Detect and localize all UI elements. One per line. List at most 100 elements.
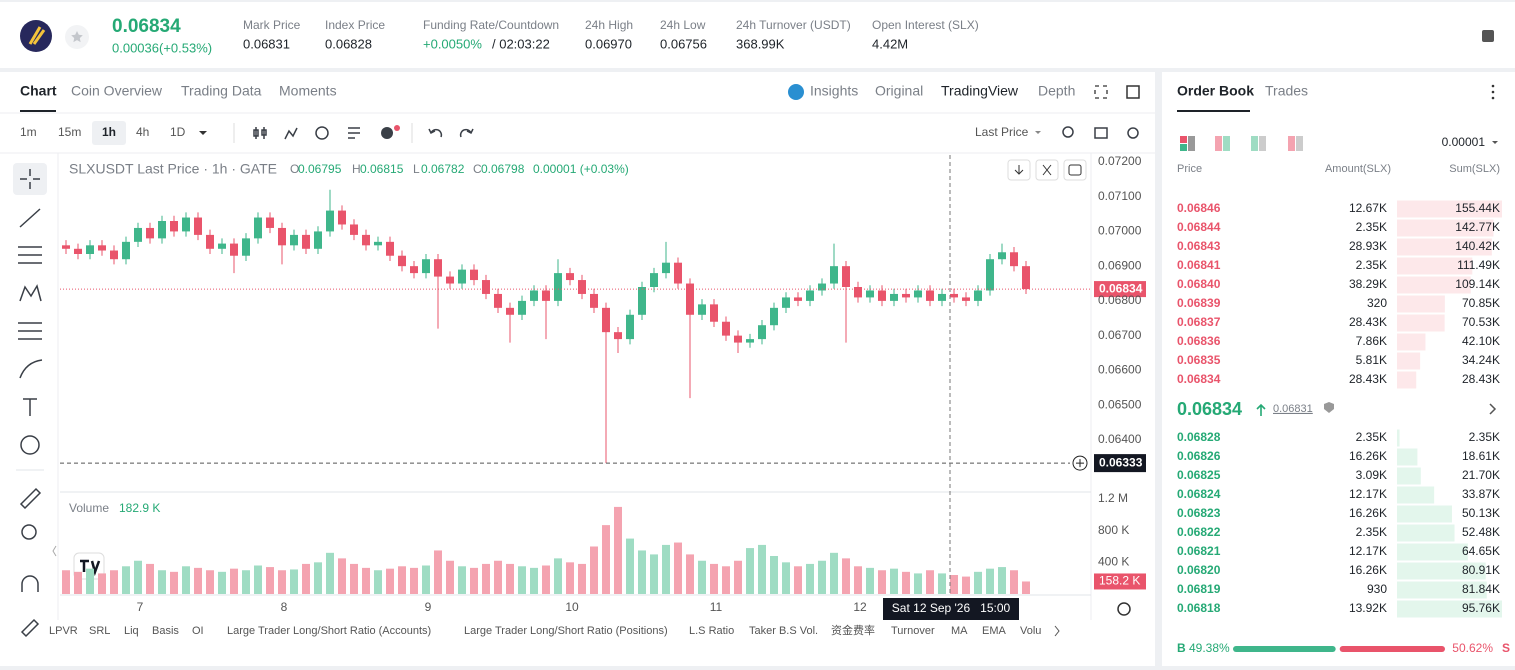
view-icon[interactable]: [1180, 136, 1187, 143]
indicator-icon[interactable]: [284, 127, 298, 140]
book-price[interactable]: 0.06821: [1177, 544, 1221, 558]
pencil-tool[interactable]: [20, 618, 40, 638]
price-type-select[interactable]: Last Price: [975, 125, 1029, 139]
legend-key: H: [352, 162, 361, 176]
indicator-tab[interactable]: SRL: [89, 625, 110, 637]
interval[interactable]: 1D: [170, 125, 186, 139]
indicator-tab[interactable]: Turnover: [891, 625, 935, 637]
view-icon[interactable]: [1251, 136, 1258, 151]
brush-tool[interactable]: [19, 359, 43, 379]
book-price[interactable]: 0.06846: [1177, 201, 1221, 215]
collapse-arrow[interactable]: [52, 545, 57, 557]
indicator-tab[interactable]: Basis: [152, 625, 179, 637]
stat-value: 4.42M: [872, 36, 908, 51]
depth-bar: [1397, 467, 1421, 485]
book-price[interactable]: 0.06823: [1177, 506, 1221, 520]
pattern-tool[interactable]: [19, 284, 42, 302]
book-price[interactable]: 0.06822: [1177, 525, 1221, 539]
book-price[interactable]: 0.06840: [1177, 277, 1221, 291]
chevron[interactable]: [1489, 403, 1497, 415]
add-icon[interactable]: [381, 127, 393, 139]
book-price[interactable]: 0.06826: [1177, 449, 1221, 463]
chart-tab[interactable]: Trading Data: [181, 83, 262, 99]
template-icon[interactable]: [348, 127, 360, 139]
header-menu-icon[interactable]: [1482, 30, 1494, 42]
book-price[interactable]: 0.06841: [1177, 258, 1221, 272]
book-price[interactable]: 0.06836: [1177, 334, 1221, 348]
search-icon[interactable]: [1062, 126, 1074, 138]
emoji-tool[interactable]: [20, 435, 40, 455]
text-tool[interactable]: [23, 398, 37, 416]
snapshot-icon[interactable]: [1094, 127, 1108, 139]
book-tab[interactable]: Trades: [1265, 83, 1308, 99]
line-tool[interactable]: [19, 208, 41, 228]
view-option[interactable]: Original: [875, 83, 923, 99]
indicator-tab[interactable]: OI: [192, 625, 204, 637]
indicator-tab[interactable]: Large Trader Long/Short Ratio (Accounts): [227, 625, 431, 637]
indicator-tab[interactable]: 资金费率: [831, 623, 875, 637]
book-price[interactable]: 0.06844: [1177, 220, 1221, 234]
stat-value: 0.06970: [585, 36, 632, 51]
book-price[interactable]: 0.06834: [1177, 372, 1221, 386]
chart-tab[interactable]: Coin Overview: [71, 83, 163, 99]
axis-settings[interactable]: [1117, 602, 1131, 616]
interval[interactable]: 4h: [136, 125, 149, 139]
book-price[interactable]: 0.06820: [1177, 563, 1221, 577]
indicator-tab[interactable]: L.S Ratio: [689, 625, 734, 637]
compare-icon[interactable]: [315, 126, 329, 140]
maximize-button[interactable]: [1063, 159, 1087, 181]
y-tick-label: 0.06800: [1098, 293, 1142, 307]
zoom-tool[interactable]: [21, 524, 37, 540]
book-price[interactable]: 0.06843: [1177, 239, 1221, 253]
chart-tab[interactable]: Moments: [279, 83, 337, 99]
settings-icon[interactable]: [1127, 127, 1139, 139]
view-option[interactable]: Insights: [810, 83, 858, 99]
indicator-tab[interactable]: Large Trader Long/Short Ratio (Positions…: [464, 625, 668, 637]
arrow-icon: [1014, 165, 1024, 175]
redo-icon[interactable]: [459, 128, 474, 138]
magnet-tool[interactable]: [21, 575, 39, 592]
book-price[interactable]: 0.06828: [1177, 430, 1221, 444]
dropdown-arrow[interactable]: [1035, 131, 1041, 134]
fib-tool[interactable]: [18, 322, 42, 340]
volume-bar: [230, 568, 238, 594]
ruler-tool[interactable]: [19, 487, 42, 510]
more-arrow[interactable]: [1054, 625, 1060, 637]
book-price[interactable]: 0.06837: [1177, 315, 1221, 329]
interval[interactable]: 15m: [58, 125, 81, 139]
book-price[interactable]: 0.06818: [1177, 601, 1221, 615]
view-icon[interactable]: [1288, 136, 1295, 151]
indicator-tab[interactable]: LPVR: [49, 625, 78, 637]
indicator-tab[interactable]: EMA: [982, 625, 1007, 637]
book-amount: 7.86K: [1356, 334, 1387, 348]
candle-body: [854, 287, 862, 298]
indicator-tab[interactable]: MA: [951, 625, 968, 637]
interval[interactable]: 1h: [102, 125, 116, 139]
dropdown-arrow[interactable]: [1492, 141, 1498, 144]
book-price[interactable]: 0.06835: [1177, 353, 1221, 367]
window-icon[interactable]: [1126, 85, 1140, 99]
view-icon[interactable]: [1215, 136, 1222, 151]
book-sum: 80.91K: [1462, 563, 1500, 577]
book-tab[interactable]: Order Book: [1177, 83, 1254, 99]
view-option[interactable]: Depth: [1038, 83, 1075, 99]
indicator-tab[interactable]: Volu: [1020, 625, 1041, 637]
candle-body: [170, 221, 178, 232]
undo-icon[interactable]: [428, 128, 443, 138]
candle-icon[interactable]: [253, 127, 267, 139]
book-price[interactable]: 0.06825: [1177, 468, 1221, 482]
chart-tab[interactable]: Chart: [20, 83, 57, 99]
stat-value: 368.99K: [736, 36, 785, 51]
book-price[interactable]: 0.06839: [1177, 296, 1221, 310]
precision-select[interactable]: 0.00001: [1442, 135, 1486, 149]
indicator-tab[interactable]: Liq: [124, 625, 139, 637]
book-price[interactable]: 0.06819: [1177, 582, 1221, 596]
indicator-tab[interactable]: Taker B.S Vol.: [749, 625, 818, 637]
dropdown-arrow[interactable]: [199, 131, 207, 135]
interval[interactable]: 1m: [20, 125, 37, 139]
fullscreen-icon[interactable]: [1094, 85, 1108, 99]
crosshair-tool[interactable]: [20, 169, 40, 189]
book-price[interactable]: 0.06824: [1177, 487, 1221, 501]
channel-tool[interactable]: [18, 246, 42, 264]
view-option[interactable]: TradingView: [941, 83, 1019, 99]
